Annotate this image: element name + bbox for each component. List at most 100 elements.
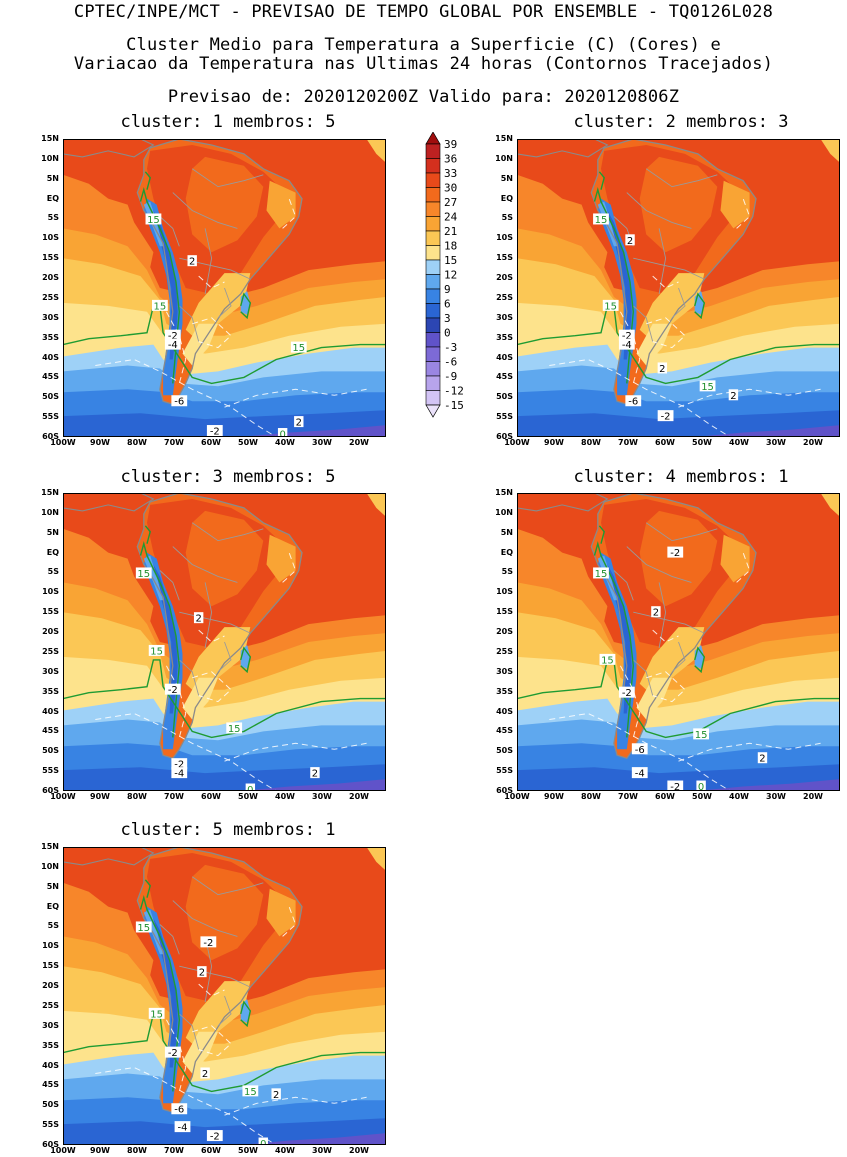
isotherm-15c (144, 171, 151, 190)
colorbar-segment (425, 201, 441, 217)
contour-label-text: 15 (604, 301, 617, 312)
colorbar-segment (425, 259, 441, 275)
colorbar-tick-label: 9 (444, 283, 451, 296)
variation-contour (198, 275, 225, 289)
africa-coast (366, 847, 386, 871)
variation-contour (224, 388, 367, 408)
colorbar-segment (425, 390, 441, 406)
latitude-tick-label: 15N (41, 488, 59, 497)
longitude-tick-label: 60W (655, 438, 675, 447)
isotherm-15c (517, 659, 840, 739)
contour-label: 0 (277, 428, 288, 437)
latitude-tick-label: 5S (501, 213, 513, 223)
latitude-tick-label: 15S (42, 253, 59, 263)
colorbar-segment (425, 172, 441, 188)
contour-label-text: 15 (595, 215, 608, 226)
colorbar-tick-label: 33 (444, 167, 457, 180)
panel-title-cluster-2: cluster: 2 membros: 3 (573, 112, 789, 132)
contour-label-text: -2 (670, 782, 680, 791)
contour-label: -6 (171, 1103, 188, 1116)
temperature-band (517, 410, 840, 437)
coastline (63, 493, 155, 512)
latitude-tick-label: 10S (496, 587, 513, 597)
longitude-tick-label: 40W (729, 792, 749, 801)
latitude-tick-label: 25S (42, 646, 59, 656)
country-border (179, 611, 251, 634)
colorbar-segment (425, 375, 441, 391)
colorbar-segment (425, 346, 441, 362)
coastline (136, 493, 303, 759)
latitude-tick-label: 5S (501, 567, 513, 577)
contour-label: -2 (667, 780, 684, 791)
colorbar-tick-label: -9 (444, 370, 457, 383)
latitude-tick-label: 55S (42, 1120, 59, 1130)
contour-label-text: 15 (147, 215, 160, 226)
land-temperature-band (636, 323, 672, 366)
isotherm-15c (240, 292, 252, 320)
colorbar-tick-label: 36 (444, 153, 457, 166)
contour-label: 15 (290, 341, 307, 354)
latitude-tick-label: 5N (500, 527, 513, 537)
country-border (204, 228, 213, 295)
variation-contour (165, 311, 187, 384)
contour-label: -4 (171, 767, 188, 780)
latitude-tick-label: 25S (496, 646, 513, 656)
latitude-tick-label: EQ (500, 193, 513, 203)
longitude-tick-label: 100W (50, 792, 76, 801)
latitude-tick-label: EQ (46, 193, 59, 203)
latitude-tick-label: 55S (42, 766, 59, 776)
longitude-tick-label: 100W (50, 438, 76, 447)
coastline (136, 847, 303, 1113)
longitude-tick-label: 40W (275, 1146, 295, 1155)
land-temperature-band (182, 323, 218, 366)
country-border (178, 305, 200, 342)
longitude-tick-label: 80W (581, 792, 601, 801)
isotherm-15c (144, 879, 151, 898)
contour-label: 15 (593, 213, 609, 226)
variation-contour (165, 1019, 187, 1092)
colorbar-tick-label: 3 (444, 312, 451, 325)
panel-title-cluster-3: cluster: 3 membros: 5 (120, 467, 336, 487)
variation-contour (224, 742, 367, 762)
latitude-tick-label: 25S (42, 1000, 59, 1010)
longitude-tick-label: 20W (803, 438, 823, 447)
contour-label: 15 (699, 380, 716, 393)
contour-label-text: -4 (178, 1123, 188, 1134)
contour-label: -6 (625, 395, 642, 408)
latitude-tick-label: 10N (495, 507, 513, 517)
colorbar-segment (425, 245, 441, 261)
latitude-tick-label: 50S (42, 392, 59, 402)
africa-coast (366, 493, 386, 517)
coastline (63, 139, 155, 158)
contour-label: -2 (618, 686, 635, 699)
colorbar-tick-label: -15 (444, 399, 464, 412)
country-border (191, 168, 264, 188)
variation-contour (282, 198, 297, 229)
variation-contour (619, 665, 641, 738)
longitude-tick-label: 80W (127, 792, 147, 801)
antarctic-peninsula (240, 1133, 386, 1145)
coastline (590, 493, 757, 759)
longitude-tick-label: 80W (127, 438, 147, 447)
longitude-tick-label: 90W (90, 438, 110, 447)
contour-label-text: 15 (150, 646, 163, 657)
temperature-band (517, 764, 840, 791)
contour-label: 0 (696, 780, 706, 791)
latitude-tick-label: 30S (42, 666, 59, 676)
contour-label: 15 (135, 567, 152, 580)
contour-label-text: -4 (168, 340, 178, 351)
contour-label-text: -2 (661, 412, 671, 423)
land-temperature-band (266, 534, 296, 583)
colorbar-tick-label: 18 (444, 240, 457, 253)
contour-label-text: 2 (189, 257, 195, 268)
contour-label-text: 0 (698, 782, 704, 791)
contour-label: 2 (193, 612, 204, 625)
longitude-tick-label: 30W (766, 792, 786, 801)
longitude-tick-label: 60W (201, 1146, 221, 1155)
variation-contour (736, 552, 751, 583)
panel-title-cluster-5: cluster: 5 membros: 1 (120, 820, 336, 840)
contour-label: 15 (226, 722, 243, 735)
panel-title-cluster-4: cluster: 4 membros: 1 (573, 467, 789, 487)
latitude-tick-label: 10N (41, 861, 59, 871)
